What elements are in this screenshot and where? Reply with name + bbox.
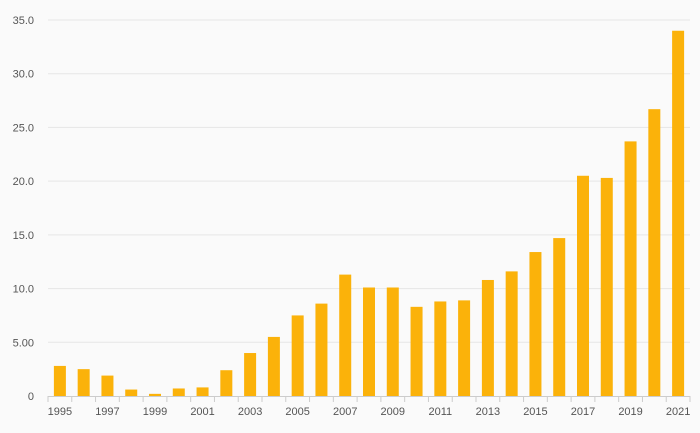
x-axis bbox=[47, 396, 691, 402]
bar-2005 bbox=[291, 315, 304, 396]
bar-2002 bbox=[220, 370, 233, 396]
x-tick-label: 2017 bbox=[571, 406, 595, 418]
bar-2009 bbox=[386, 287, 399, 396]
bar-2006 bbox=[315, 303, 328, 396]
y-tick-label: 30.0 bbox=[13, 69, 34, 81]
bar-1999 bbox=[149, 393, 161, 396]
bar-2007 bbox=[339, 274, 352, 396]
x-tick-label: 1999 bbox=[143, 406, 167, 418]
x-tick-label: 2003 bbox=[238, 406, 262, 418]
bar-2011 bbox=[434, 301, 447, 396]
bar-2001 bbox=[196, 387, 209, 396]
y-tick-label: 5.00 bbox=[13, 337, 34, 349]
bar-2018 bbox=[600, 177, 613, 396]
bar-1995 bbox=[53, 365, 66, 396]
bar-2008 bbox=[363, 287, 375, 396]
grid-lines bbox=[48, 19, 690, 343]
x-tick-label: 2011 bbox=[429, 406, 453, 418]
x-tick-label: 2015 bbox=[523, 406, 547, 418]
bars bbox=[53, 30, 685, 396]
bar-2014 bbox=[505, 271, 518, 396]
x-tick-label: 2013 bbox=[476, 406, 500, 418]
x-tick-label: 2005 bbox=[285, 406, 309, 418]
y-tick-label: 25.0 bbox=[13, 122, 34, 134]
y-axis-ticks: 0 5.00 10.0 15.0 20.0 25.0 30.0 35.0 bbox=[13, 15, 34, 403]
bar-2003 bbox=[244, 353, 257, 396]
bar-2021 bbox=[672, 30, 685, 396]
bar-2012 bbox=[458, 300, 471, 396]
x-tick-label: 1995 bbox=[48, 406, 72, 418]
bar-2017 bbox=[577, 175, 589, 396]
x-tick-label: 2001 bbox=[190, 406, 214, 418]
x-tick-label: 1997 bbox=[95, 406, 119, 418]
x-tick-label: 2019 bbox=[618, 406, 642, 418]
bar-2000 bbox=[172, 388, 185, 396]
y-tick-label: 15.0 bbox=[13, 230, 34, 242]
bar-2010 bbox=[410, 306, 423, 396]
bar-1996 bbox=[77, 369, 90, 396]
bar-1997 bbox=[101, 375, 114, 396]
bar-2020 bbox=[648, 109, 661, 396]
bar-2013 bbox=[481, 279, 494, 396]
bar-2015 bbox=[529, 252, 542, 396]
y-tick-label: 20.0 bbox=[13, 176, 34, 188]
x-tick-label: 2009 bbox=[381, 406, 405, 418]
bar-2019 bbox=[624, 141, 637, 396]
x-tick-label: 2007 bbox=[333, 406, 357, 418]
bar-2004 bbox=[267, 336, 280, 396]
bar-1998 bbox=[125, 389, 138, 396]
x-tick-label: 2021 bbox=[666, 406, 690, 418]
y-tick-label: 0 bbox=[28, 391, 34, 403]
bar-2016 bbox=[553, 238, 566, 396]
y-tick-label: 35.0 bbox=[13, 15, 34, 27]
x-axis-ticks: 1995 1997 1999 2001 2003 2005 2007 2009 2011 2013… bbox=[48, 406, 691, 418]
y-tick-label: 10.0 bbox=[13, 284, 34, 296]
